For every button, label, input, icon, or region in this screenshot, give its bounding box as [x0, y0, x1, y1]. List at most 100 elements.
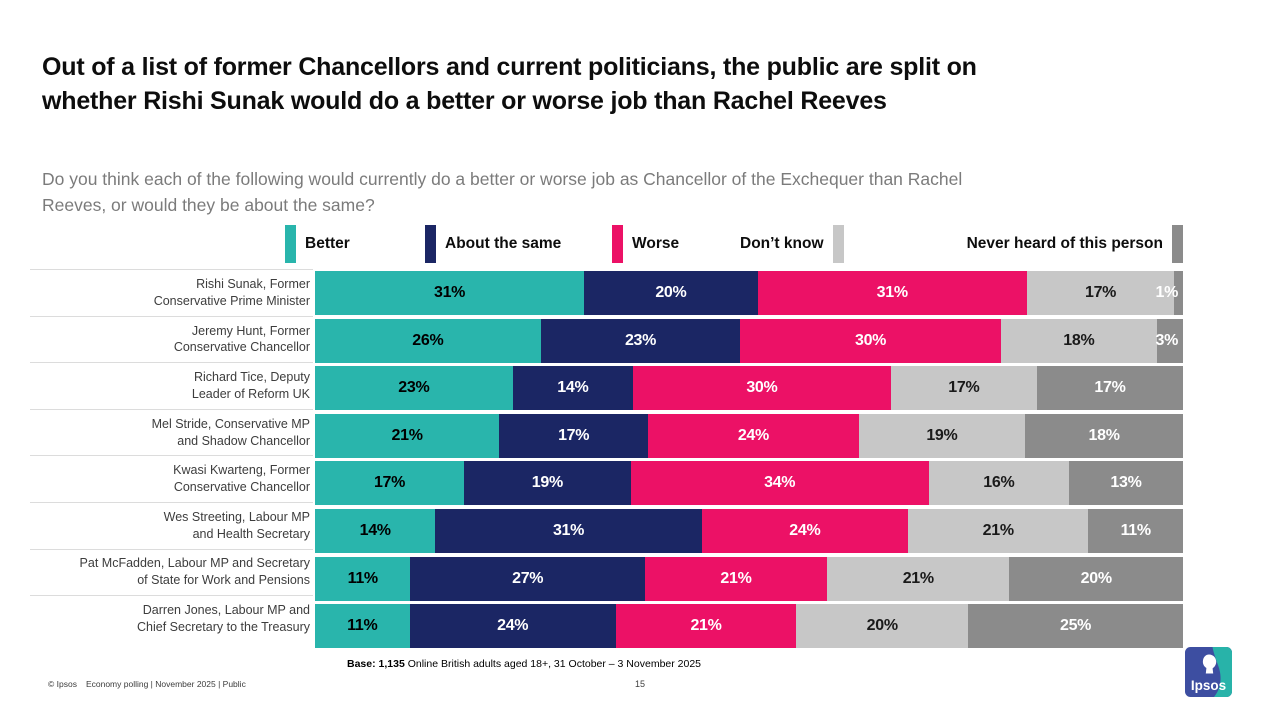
bar-value-label: 17%	[1094, 379, 1126, 397]
legend-item-2: About the same	[425, 225, 561, 263]
bar-value-label: 17%	[1084, 284, 1117, 301]
bar-segment: 30%	[740, 318, 1001, 363]
bar-segment: 24%	[409, 604, 616, 649]
bar-segment: 23%	[315, 366, 513, 411]
bar-row: 14% 31% 24% 21% 11%	[315, 508, 1183, 553]
bar-value-label-edge: 3%	[1155, 331, 1178, 349]
bar-segment: 21%	[644, 556, 828, 601]
category-label: Mel Stride, Conservative MP and Shadow Ch…	[30, 408, 313, 456]
ipsos-logo: Ipsos	[1185, 647, 1232, 697]
bar-row: 31% 20% 31% 17% 1%	[315, 271, 1183, 315]
legend-swatch-icon	[285, 225, 296, 263]
logo-wordmark: Ipsos	[1191, 678, 1226, 693]
bar-value-label-edge: 1%	[1155, 284, 1178, 301]
bar-value-label: 24%	[737, 426, 769, 444]
base-note-bold: Base: 1,135	[347, 658, 405, 670]
question-line-2: Reeves, or would they be about the same?	[42, 195, 375, 216]
bar-segment: 20%	[796, 604, 969, 649]
bar-value-label: 11%	[1120, 521, 1152, 539]
bar-value-label: 21%	[690, 617, 722, 635]
bar-value-label: 23%	[398, 379, 430, 397]
bar-segment: 17%	[499, 413, 649, 458]
bar-value-label: 30%	[746, 379, 778, 397]
bar-segment: 17%	[315, 461, 465, 506]
bar-segment: 11%	[1088, 508, 1183, 553]
bar-value-label: 11%	[347, 617, 378, 635]
bar-value-label: 19%	[531, 474, 563, 492]
bar-row: 26% 23% 30% 18% 3%	[315, 318, 1184, 363]
title-line-2: whether Rishi Sunak would do a better or…	[42, 87, 887, 115]
bar-segment: 30%	[632, 366, 891, 411]
legend-label: About the same	[445, 235, 562, 252]
category-label: Richard Tice, Deputy Leader of Reform UK	[30, 362, 313, 409]
bar-segment: 18%	[1025, 413, 1183, 458]
bar-segment: 14%	[512, 366, 633, 411]
bar-segment: 31%	[757, 271, 1027, 315]
bar-segment: 34%	[630, 461, 929, 506]
bar-segment	[1156, 318, 1184, 363]
bar-value-label: 21%	[391, 426, 423, 444]
bar-segment: 26%	[315, 318, 541, 363]
category-label: Wes Streeting, Labour MP and Health Secre…	[30, 501, 313, 549]
bar-value-label: 21%	[902, 569, 934, 587]
footer-copyright: © Ipsos	[48, 679, 77, 689]
legend-item-5: Never heard of this person	[967, 225, 1183, 263]
legend-label: Don’t know	[740, 235, 824, 252]
bar-value-label: 21%	[982, 521, 1014, 539]
legend-item-3: Worse	[612, 225, 679, 263]
bar-value-label: 18%	[1088, 426, 1120, 444]
base-note-rest: Online British adults aged 18+, 31 Octob…	[404, 658, 702, 670]
category-label: Pat McFadden, Labour MP and Secretary of …	[30, 548, 313, 596]
bar-segment: 21%	[615, 604, 797, 649]
category-label: Rishi Sunak, Former Conservative Prime Mi…	[30, 269, 313, 316]
category-labels-column: Rishi Sunak, Former Conservative Prime Mi…	[30, 269, 313, 642]
bar-value-label: 21%	[720, 569, 752, 587]
bar-value-label: 30%	[854, 331, 887, 349]
bar-segment: 21%	[315, 413, 500, 458]
legend-label: Better	[305, 235, 350, 252]
bar-value-label: 24%	[789, 521, 821, 539]
category-label: Darren Jones, Labour MP and Chief Secreta…	[30, 595, 313, 642]
page-number: 15	[634, 679, 645, 689]
bar-row: 17% 19% 34% 16% 13%	[315, 461, 1183, 506]
bar-value-label: 23%	[624, 331, 657, 349]
bar-segment: 13%	[1069, 461, 1183, 506]
bar-segment: 19%	[858, 413, 1026, 458]
legend-swatch-icon	[612, 225, 623, 263]
bar-row: 11% 24% 21% 20% 25%	[315, 604, 1183, 649]
bar-segment: 27%	[410, 556, 645, 601]
bar-segment: 17%	[890, 366, 1037, 411]
logo-teal-wedge	[1212, 647, 1232, 697]
footer-meta: Economy polling | November 2025 | Public	[85, 679, 246, 689]
bar-value-label: 25%	[1059, 617, 1092, 635]
page-title: Out of a list of former Chancellors and …	[42, 50, 1217, 118]
bar-value-label: 17%	[948, 379, 980, 397]
bar-value-label: 13%	[1110, 474, 1142, 492]
legend-swatch-icon	[425, 225, 436, 263]
bar-value-label: 24%	[497, 617, 529, 635]
bar-segment: 17%	[1036, 366, 1183, 411]
bar-row: 11% 27% 21% 21% 20%	[315, 556, 1183, 601]
bar-segment: 21%	[827, 556, 1010, 601]
bar-segment: 21%	[907, 508, 1089, 553]
legend-item-1: Better	[285, 225, 350, 263]
bar-value-label: 18%	[1063, 331, 1095, 349]
bar-value-label: 27%	[512, 569, 544, 587]
bar-segment: 14%	[315, 508, 436, 553]
category-label: Kwasi Kwarteng, Former Conservative Chanc…	[30, 455, 313, 502]
bar-value-label: 34%	[764, 474, 796, 492]
category-label: Jeremy Hunt, Former Conservative Chancell…	[30, 315, 313, 363]
bar-segment: 16%	[928, 461, 1069, 506]
legend-label: Never heard of this person	[966, 235, 1163, 252]
bar-segment: 19%	[464, 461, 631, 506]
bar-segment: 17%	[1026, 271, 1175, 315]
question-line-1: Do you think each of the following would…	[42, 169, 963, 189]
bar-value-label: 31%	[433, 284, 466, 301]
bar-value-label: 11%	[347, 569, 379, 587]
title-line-1: Out of a list of former Chancellors and …	[42, 53, 977, 81]
bar-segment: 31%	[315, 271, 585, 315]
legend-label: Worse	[632, 235, 680, 252]
bar-segment: 24%	[648, 413, 859, 458]
bar-value-label: 17%	[558, 426, 590, 444]
